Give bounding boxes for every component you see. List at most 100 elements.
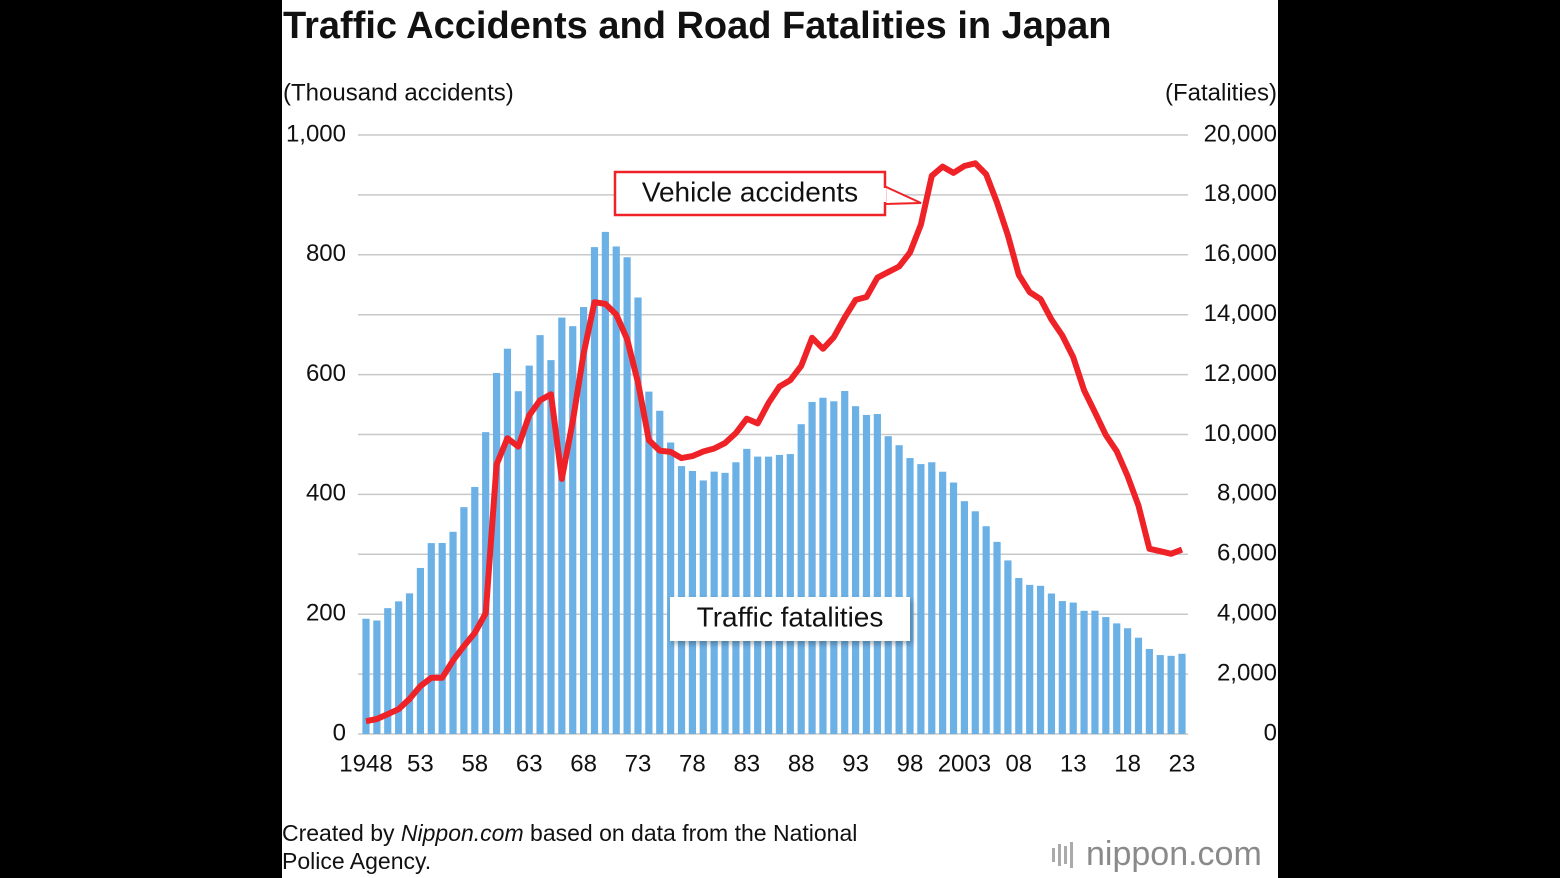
bar (438, 542, 446, 734)
bar (1134, 637, 1143, 734)
bar (667, 442, 675, 734)
bar (471, 486, 479, 734)
bar (656, 410, 664, 734)
y2-tick-label: 6,000 (1217, 540, 1277, 567)
bar (449, 531, 457, 734)
bar (895, 445, 903, 734)
bar (384, 608, 392, 734)
bar (906, 458, 914, 734)
logo-text: nippon.com (1086, 835, 1262, 873)
bar (634, 297, 642, 734)
bar (873, 414, 881, 734)
bar (623, 257, 631, 734)
bar (1124, 628, 1132, 734)
y2-tick-label: 8,000 (1217, 480, 1277, 507)
bar (862, 414, 871, 734)
x-tick-label: 78 (679, 750, 706, 777)
source-text: Police Agency. (282, 848, 431, 874)
x-tick-label: 08 (1005, 750, 1032, 777)
bar (917, 464, 925, 734)
x-tick-label: 73 (625, 750, 652, 777)
bar (514, 391, 522, 734)
y2-tick-label: 0 (1264, 719, 1277, 746)
bar (1058, 601, 1066, 734)
y-axis-label: (Thousand accidents) (283, 79, 514, 106)
bar (492, 372, 501, 734)
bar (1091, 610, 1099, 734)
source-text: based on data from the National (530, 820, 857, 846)
bar (427, 543, 435, 734)
bar (830, 401, 838, 734)
bar (1178, 653, 1186, 734)
bar (764, 456, 773, 734)
panel (282, 0, 1278, 878)
x-tick-label: 83 (733, 750, 760, 777)
y-tick-label: 200 (306, 600, 346, 627)
x-tick-label: 18 (1114, 750, 1141, 777)
bar (884, 436, 892, 734)
y2-axis-label: (Fatalities) (1165, 79, 1277, 106)
bar (1004, 560, 1012, 734)
bar (982, 526, 990, 734)
bar (808, 401, 816, 734)
x-tick-label: 88 (788, 750, 815, 777)
y-tick-label: 800 (306, 240, 346, 267)
x-tick-label: 93 (842, 750, 869, 777)
bar (460, 507, 468, 734)
bar (971, 511, 979, 734)
series-label: Vehicle accidents (642, 176, 858, 207)
bar (503, 348, 512, 734)
bar (1047, 593, 1056, 734)
bar (841, 391, 849, 734)
bar (395, 601, 403, 734)
bar (416, 567, 424, 734)
x-tick-label: 68 (570, 750, 597, 777)
x-tick-label: 58 (461, 750, 488, 777)
bar (993, 541, 1001, 734)
bar (580, 307, 588, 734)
bar (525, 365, 533, 734)
callout-patch (882, 188, 886, 202)
bar (536, 335, 544, 734)
bar (601, 231, 609, 734)
bar (960, 501, 968, 734)
bar (1113, 623, 1121, 734)
bar (1102, 617, 1110, 734)
bar (405, 593, 414, 734)
bar (786, 454, 794, 734)
bar (547, 360, 555, 734)
bar (362, 618, 370, 734)
y2-tick-label: 4,000 (1217, 600, 1277, 627)
bar (754, 456, 762, 734)
y-tick-label: 400 (306, 480, 346, 507)
bar (1080, 610, 1088, 734)
bar (612, 246, 620, 734)
bar (590, 247, 599, 734)
bar (569, 326, 577, 734)
y2-tick-label: 18,000 (1204, 180, 1277, 207)
bar (1015, 577, 1023, 734)
bar (373, 620, 381, 734)
x-tick-label: 98 (897, 750, 924, 777)
x-tick-label: 2003 (938, 750, 991, 777)
logo: nippon.com (1052, 835, 1262, 873)
y2-tick-label: 12,000 (1204, 360, 1277, 387)
y-tick-label: 1,000 (286, 120, 346, 147)
x-tick-label: 23 (1169, 750, 1196, 777)
bar (949, 482, 958, 734)
y2-tick-label: 10,000 (1204, 420, 1277, 447)
bar (1156, 655, 1164, 734)
y2-tick-label: 2,000 (1217, 659, 1277, 686)
bar (743, 448, 751, 734)
source-note: Created by Nippon.com based on data from… (282, 820, 857, 846)
callout-box (670, 597, 910, 641)
y2-tick-label: 14,000 (1204, 300, 1277, 327)
y-tick-label: 600 (306, 360, 346, 387)
bar (1145, 648, 1153, 734)
bar (645, 391, 653, 734)
source-text: Nippon.com (401, 820, 524, 846)
bar (852, 406, 860, 734)
bar (939, 471, 947, 734)
y2-tick-label: 16,000 (1204, 240, 1277, 267)
